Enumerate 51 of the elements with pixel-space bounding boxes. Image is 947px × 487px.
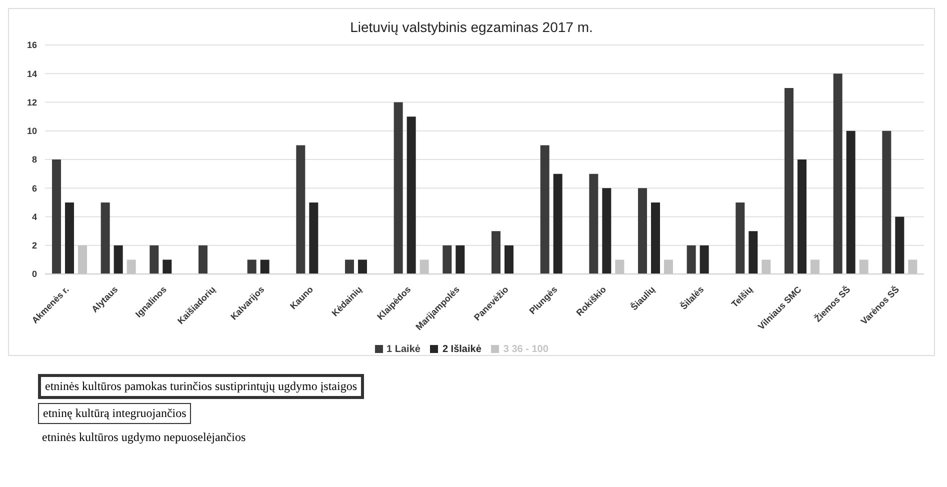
bar [114, 245, 123, 274]
y-tick-label: 6 [32, 183, 37, 194]
bar [736, 202, 745, 274]
bar [846, 130, 856, 274]
y-tick-label: 4 [32, 212, 37, 222]
bar [162, 260, 172, 274]
bar [247, 260, 256, 274]
y-tick-label: 10 [26, 126, 37, 136]
text: etninės kultūros pamokas turinčios sustiprintųjų ugdymo įstaigos [38, 374, 364, 399]
bar [150, 245, 159, 274]
bar [651, 202, 660, 274]
bar [748, 231, 758, 274]
bar [602, 188, 612, 274]
bar [100, 202, 110, 274]
y-tick-label: 14 [26, 68, 37, 79]
bar [784, 88, 794, 274]
bar [358, 260, 367, 274]
bar [540, 145, 550, 274]
y-tick-label: 16 [26, 40, 37, 50]
bar [406, 116, 416, 274]
y-tick-label: 12 [26, 97, 37, 108]
text: etninę kultūrą integruojančios [38, 403, 192, 424]
bar [296, 145, 306, 274]
text: etninės kultūros ugdymo nepuoselėjančios [41, 429, 247, 446]
bar [798, 160, 806, 274]
bar [394, 102, 403, 274]
bar [895, 216, 904, 274]
legend-label: 3 36 - 100 [503, 344, 548, 355]
legend-label: 1 Laikė [386, 344, 420, 355]
bar [589, 174, 598, 274]
bar [198, 245, 208, 274]
bar [442, 245, 452, 274]
legend-label: 2 Išlaikė [442, 344, 482, 355]
bar [65, 202, 74, 274]
bar [260, 260, 270, 274]
y-tick-label: 2 [32, 240, 37, 251]
chart-title: Lietuvių valstybinis egzaminas 2017 m. [349, 19, 594, 35]
bar [553, 174, 562, 274]
bar [456, 245, 465, 274]
y-tick-label: 0 [32, 269, 37, 280]
bar [686, 245, 696, 274]
y-tick-label: 8 [32, 154, 37, 165]
bar [882, 130, 892, 274]
bar [504, 245, 514, 274]
bar [700, 245, 709, 274]
bar [833, 74, 842, 274]
bar [638, 188, 647, 274]
bar [309, 202, 318, 274]
bar [345, 260, 354, 274]
bar [52, 160, 61, 274]
bar [492, 231, 500, 274]
